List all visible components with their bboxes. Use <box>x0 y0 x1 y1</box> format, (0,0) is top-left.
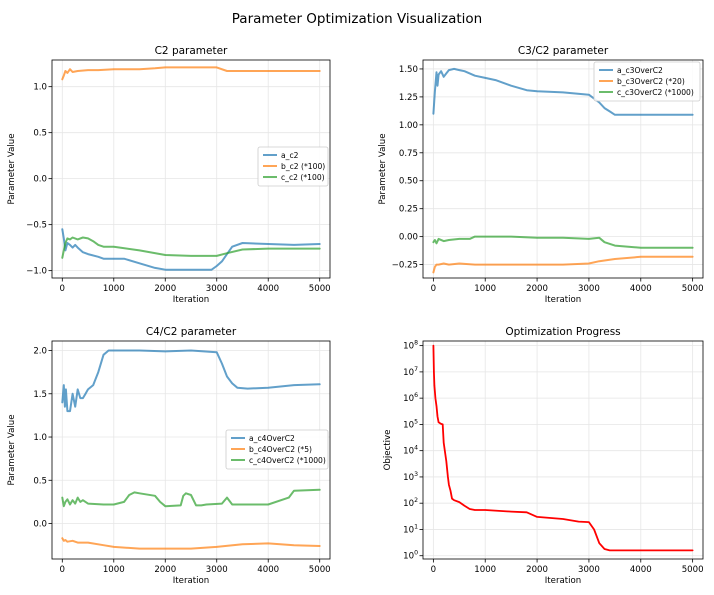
x-tick-label: 3000 <box>578 284 600 294</box>
y-tick-label: 0.00 <box>399 233 418 243</box>
y-tick-label: 108 <box>403 340 418 352</box>
x-tick-label: 2000 <box>154 284 176 294</box>
y-tick-label: 1.00 <box>399 121 418 131</box>
y-tick-label: 106 <box>403 392 418 404</box>
y-tick-label: 107 <box>403 366 418 378</box>
y-axis-label: Parameter Value <box>7 133 17 204</box>
y-tick-label: 1.50 <box>399 65 418 75</box>
x-tick-label: 5000 <box>682 565 704 575</box>
x-tick-label: 0 <box>60 565 65 575</box>
y-axis-label: Objective <box>383 430 393 471</box>
y-tick-label: 100 <box>403 550 418 562</box>
figure-suptitle: Parameter Optimization Visualization <box>232 11 482 27</box>
x-axis-label: Iteration <box>173 295 209 305</box>
y-tick-label: 0.0 <box>33 175 47 185</box>
y-tick-label: 1.25 <box>399 93 418 103</box>
y-tick-label: 102 <box>403 497 418 509</box>
y-tick-label: −0.25 <box>392 261 418 271</box>
y-tick-label: 103 <box>403 471 418 483</box>
legend-entry: b_c4OverC2 (*5) <box>249 445 312 454</box>
subplot-3: 0 1000 2000 3000 4000 5000 0.0 0.5 1.0 1.5 2.0 C4/C… <box>7 326 331 586</box>
series-line-1 <box>432 67 694 116</box>
x-tick-label: 1000 <box>103 565 125 575</box>
series-line-1 <box>61 228 321 271</box>
x-tick-label: 2000 <box>154 565 176 575</box>
legend-entry: b_c2 (*100) <box>281 162 325 171</box>
legend-entry: a_c2 <box>281 151 299 160</box>
legend: a_c4OverC2 b_c4OverC2 (*5) c_c4OverC2 (*10… <box>225 429 329 470</box>
x-tick-label: 5000 <box>309 284 331 294</box>
legend: a_c2 b_c2 (*100) c_c2 (*100) <box>257 146 329 187</box>
y-tick-label: 0.5 <box>33 129 47 139</box>
legend-entry: c_c3OverC2 (*1000) <box>617 88 694 97</box>
y-tick-label: 0.5 <box>33 476 47 486</box>
legend-box <box>593 61 701 102</box>
x-tick-label: 3000 <box>578 565 600 575</box>
y-tick-label: 2.0 <box>33 347 47 357</box>
series-line-3 <box>61 236 321 259</box>
series-line-2 <box>432 255 694 274</box>
legend-entry: a_c4OverC2 <box>249 434 295 443</box>
legend-entry: a_c3OverC2 <box>617 66 663 75</box>
x-tick-label: 0 <box>60 284 65 294</box>
series-line-1 <box>61 349 321 413</box>
x-tick-label: 5000 <box>309 565 331 575</box>
series-line-1 <box>432 344 694 552</box>
y-tick-label: 0.25 <box>399 205 418 215</box>
subplot-4: 0 1000 2000 3000 4000 5000 100 101 102 103 104 105 1… <box>383 326 704 586</box>
subplot-title: C4/C2 parameter <box>146 326 237 338</box>
y-tick-label: 1.5 <box>33 390 47 400</box>
x-axis-label: Iteration <box>545 576 581 586</box>
legend-entry: b_c3OverC2 (*20) <box>617 77 685 86</box>
subplot-title: C3/C2 parameter <box>518 45 609 57</box>
legend-entry: c_c4OverC2 (*1000) <box>249 456 326 465</box>
x-tick-label: 1000 <box>474 565 496 575</box>
x-tick-label: 0 <box>431 565 436 575</box>
x-tick-label: 4000 <box>257 284 279 294</box>
x-tick-label: 5000 <box>682 284 704 294</box>
subplot-1: 0 1000 2000 3000 4000 5000 −1.0 −0.5 0.0 0.5 1.0 C2… <box>7 45 331 305</box>
series-line-2 <box>61 537 321 550</box>
y-tick-label: 105 <box>403 418 418 430</box>
y-tick-label: 101 <box>403 523 418 535</box>
legend: a_c3OverC2 b_c3OverC2 (*20) c_c3OverC2 (*1… <box>593 61 701 102</box>
x-axis-label: Iteration <box>545 295 581 305</box>
x-tick-label: 0 <box>431 284 436 294</box>
x-tick-label: 2000 <box>526 565 548 575</box>
legend-box <box>225 429 329 470</box>
y-tick-label: 0.0 <box>33 520 47 530</box>
y-tick-label: 1.0 <box>33 83 47 93</box>
y-tick-label: 0.75 <box>399 149 418 159</box>
x-tick-label: 3000 <box>206 565 228 575</box>
y-tick-label: 1.0 <box>33 433 47 443</box>
y-axis-label: Parameter Value <box>7 414 17 485</box>
plot-frame <box>51 59 331 279</box>
y-tick-label: 104 <box>403 445 418 457</box>
subplot-title: C2 parameter <box>155 45 228 57</box>
x-tick-label: 4000 <box>630 284 652 294</box>
y-tick-label: −0.5 <box>26 221 47 231</box>
plot-frame <box>51 340 331 560</box>
y-tick-label: −1.0 <box>26 267 47 277</box>
y-axis-label: Parameter Value <box>378 133 388 204</box>
y-tick-label: 0.50 <box>399 177 418 187</box>
series-line-3 <box>432 235 694 249</box>
x-axis-label: Iteration <box>173 576 209 586</box>
subplot-2: 0 1000 2000 3000 4000 5000 −0.25 0.00 0.25 0.50 0.… <box>378 45 704 305</box>
series-line-3 <box>61 488 321 508</box>
subplot-title: Optimization Progress <box>505 326 620 338</box>
series-line-2 <box>61 66 321 81</box>
x-tick-label: 4000 <box>257 565 279 575</box>
x-tick-label: 1000 <box>103 284 125 294</box>
x-tick-label: 1000 <box>474 284 496 294</box>
plot-frame <box>422 340 704 560</box>
x-tick-label: 2000 <box>526 284 548 294</box>
x-tick-label: 4000 <box>630 565 652 575</box>
plot-frame <box>422 59 704 279</box>
x-tick-label: 3000 <box>206 284 228 294</box>
legend-entry: c_c2 (*100) <box>281 173 325 182</box>
